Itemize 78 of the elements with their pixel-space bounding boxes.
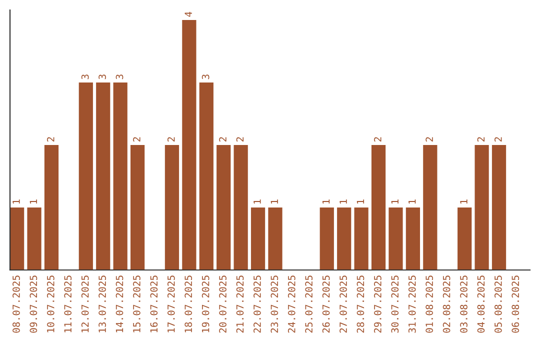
data-label: 2: [477, 137, 485, 142]
x-tick-label: 31.07.2025: [408, 276, 416, 333]
bar: [320, 208, 334, 270]
data-label: 3: [116, 74, 124, 80]
x-tick-label: 15.07.2025: [133, 276, 140, 332]
bar: [113, 82, 128, 270]
data-label: 2: [494, 137, 502, 142]
bar: [27, 208, 42, 270]
data-label: 1: [391, 200, 398, 204]
bar: [164, 145, 180, 270]
data-label: 2: [374, 137, 382, 142]
x-tick-label: 18.07.2025: [184, 276, 192, 332]
bar: [371, 145, 386, 270]
bar: [354, 208, 368, 270]
x-tick-label: 13.07.2025: [98, 276, 106, 332]
x-tick-label: 12.07.2025: [81, 276, 89, 332]
data-label: 3: [81, 74, 89, 80]
bar: [182, 20, 196, 270]
x-tick-label: 14.07.2025: [116, 276, 124, 332]
data-label: 1: [356, 200, 364, 204]
x-tick-label: 24.07.2025: [288, 276, 296, 333]
data-label: 2: [167, 137, 175, 142]
x-tick-label: 04.08.2025: [477, 276, 485, 333]
x-tick-label: 02.08.2025: [442, 276, 450, 333]
bar: [10, 208, 24, 270]
bar: [250, 208, 266, 270]
data-label: 2: [236, 137, 244, 142]
data-label: 3: [202, 74, 210, 80]
x-tick-label: 11.07.2025: [64, 276, 72, 332]
bar: [234, 145, 248, 270]
x-tick-label: 25.07.2025: [305, 276, 313, 333]
x-tick-label: 26.07.2025: [322, 276, 330, 333]
data-label: 2: [46, 137, 54, 142]
data-label: 1: [460, 200, 468, 204]
data-label: 1: [12, 200, 20, 204]
bar: [458, 208, 472, 270]
x-tick-label: 28.07.2025: [356, 276, 364, 333]
bar: [406, 208, 420, 270]
x-tick-label: 03.08.2025: [460, 276, 468, 333]
bar: [268, 208, 282, 270]
data-label: 2: [426, 137, 433, 142]
data-label: 1: [254, 200, 261, 204]
bar: [492, 145, 506, 270]
data-label: 3: [98, 74, 106, 80]
data-label: 1: [322, 200, 330, 204]
x-tick-label: 09.07.2025: [30, 276, 38, 333]
bar: [474, 145, 489, 270]
x-tick-label: 16.07.2025: [150, 276, 158, 332]
data-label: 2: [219, 137, 226, 142]
data-label: 2: [133, 137, 140, 142]
bar: [388, 208, 403, 270]
x-tick-label: 20.07.2025: [219, 276, 226, 333]
x-tick-label: 21.07.2025: [236, 276, 244, 333]
bar: [44, 145, 59, 270]
x-tick-label: 06.08.2025: [512, 276, 520, 333]
x-tick-label: 23.07.2025: [270, 276, 278, 333]
x-tick-label: 17.07.2025: [167, 276, 175, 332]
data-label: 1: [270, 200, 278, 204]
bar: [216, 145, 231, 270]
x-tick-label: 19.07.2025: [202, 276, 210, 332]
bar: [130, 145, 145, 270]
x-tick-label: 01.08.2025: [426, 276, 434, 333]
x-tick-label: 22.07.2025: [254, 276, 261, 333]
x-tick-label: 05.08.2025: [494, 276, 502, 333]
bar: [423, 145, 438, 270]
data-label: 1: [408, 200, 416, 204]
data-label: 1: [30, 200, 37, 204]
bar: [96, 82, 110, 270]
x-tick-label: 30.07.2025: [391, 276, 399, 333]
x-tick-label: 29.07.2025: [374, 276, 382, 333]
bar: [337, 208, 352, 270]
x-tick-label: 10.07.2025: [46, 276, 54, 332]
data-label: 1: [340, 200, 347, 204]
x-tick-label: 27.07.2025: [340, 276, 347, 333]
data-label: 4: [184, 12, 192, 17]
bar: [199, 82, 214, 270]
x-tick-label: 08.07.2025: [12, 276, 20, 333]
bar: [78, 82, 93, 270]
